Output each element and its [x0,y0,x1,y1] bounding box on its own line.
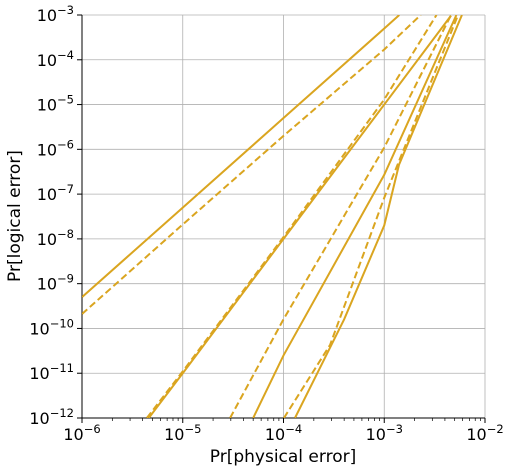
series-line [294,15,463,418]
x-axis-label: Pr[physical error] [210,447,356,467]
y-tick-label: 10−6 [37,137,74,159]
plot-area [82,15,463,418]
series-line [82,15,422,315]
y-tick-label: 10−3 [37,3,74,25]
series-line [252,15,458,418]
y-tick-label: 10−8 [37,227,74,249]
y-tick-label: 10−7 [37,182,74,204]
x-tick-label: 10−6 [63,422,100,444]
series-line [229,15,452,418]
series-line [146,15,438,418]
x-tick-label: 10−5 [164,422,201,444]
y-tick-label: 10−4 [37,48,74,70]
series-line [82,15,400,298]
y-tick-label: 10−9 [37,272,74,294]
y-tick-label: 10−11 [29,361,74,383]
y-tick-label: 10−5 [37,93,74,115]
x-tick-label: 10−4 [265,422,302,444]
y-tick-label: 10−10 [29,316,74,338]
series-line [147,15,452,418]
y-axis-label: Pr[logical error] [5,150,25,282]
x-tick-label: 10−3 [366,422,403,444]
x-tick-label: 10−2 [466,422,503,444]
series-line [283,15,459,418]
y-tick-label: 10−12 [29,406,74,428]
